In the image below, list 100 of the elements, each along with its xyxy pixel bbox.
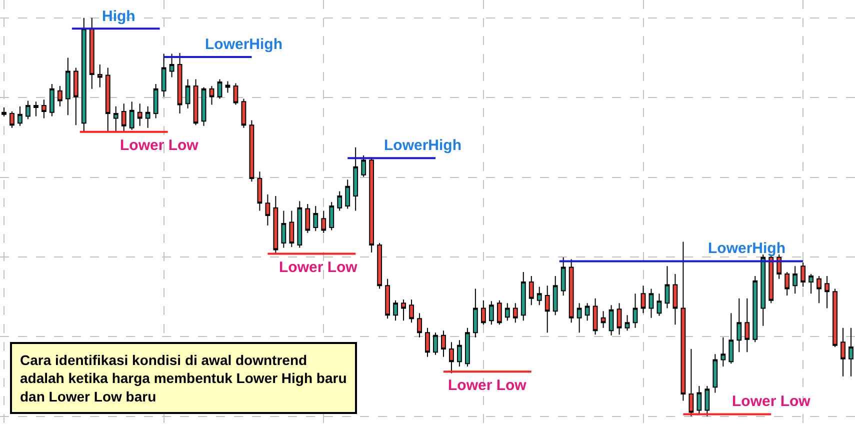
candlestick	[632, 293, 638, 328]
candlestick	[744, 298, 750, 353]
candlestick	[816, 276, 822, 304]
candlestick	[57, 86, 62, 107]
candlestick	[297, 200, 302, 248]
candlestick	[313, 205, 318, 232]
candlestick	[145, 106, 150, 128]
candlestick	[121, 103, 126, 132]
candlestick	[393, 300, 398, 322]
candlestick	[265, 194, 270, 226]
candlestick	[792, 266, 798, 294]
candlestick	[417, 312, 422, 338]
candlestick	[488, 300, 494, 326]
candlestick	[34, 101, 38, 117]
ref-line-label: Lower Low	[732, 393, 811, 410]
candlestick	[728, 312, 734, 364]
candlestick	[401, 299, 406, 322]
candlestick	[536, 286, 542, 306]
candlestick	[113, 106, 118, 132]
annotation: Cara identifikasi kondisi di awal downtrend adalah ketika harga membentuk Lower High baru dan Lower Low baru	[20, 352, 347, 404]
candlestick	[441, 330, 446, 358]
candlestick	[73, 67, 78, 126]
candlestick	[169, 53, 174, 78]
candlestick	[592, 298, 598, 336]
candlestick	[704, 385, 710, 417]
candlestick	[576, 302, 582, 334]
candlestick	[824, 276, 830, 309]
candlestick	[480, 300, 486, 326]
candlestick	[129, 101, 134, 130]
candlestick	[345, 179, 350, 210]
candlestick	[201, 86, 206, 126]
candlestick	[185, 78, 190, 109]
candlestick	[409, 299, 414, 324]
candlestick	[720, 336, 726, 367]
ref-line-label: High	[102, 8, 136, 25]
candlestick	[664, 266, 670, 309]
candlestick	[528, 276, 534, 306]
candlestick	[137, 103, 142, 126]
ref-line-label: LowerHigh	[205, 36, 282, 53]
candlestick	[504, 302, 510, 322]
candlestick	[89, 17, 94, 90]
candlestick	[425, 327, 430, 358]
candlestick	[10, 111, 14, 128]
candlestick	[624, 314, 630, 332]
candlestick	[321, 210, 326, 234]
candlestick	[241, 98, 246, 128]
candlestick	[281, 210, 286, 248]
candlestick	[656, 293, 662, 316]
candlestick	[840, 327, 846, 377]
candlestick	[520, 272, 526, 322]
candlestick	[49, 84, 54, 117]
candlestick	[600, 310, 606, 328]
candlestick	[385, 278, 390, 320]
candlestick	[784, 272, 790, 296]
candlestick	[153, 84, 158, 119]
candlestick	[648, 288, 654, 318]
candlestick	[377, 242, 382, 290]
candlestick	[329, 201, 334, 231]
candlestick	[26, 100, 30, 120]
candlestick	[568, 258, 574, 324]
candlestick	[616, 302, 622, 336]
candlestick	[2, 107, 6, 117]
candlestick	[273, 195, 278, 256]
candlestick	[193, 78, 198, 126]
candlestick	[552, 276, 558, 316]
candlestick	[65, 57, 70, 116]
ref-line-label: LowerHigh	[708, 240, 786, 257]
candlestick	[800, 262, 806, 288]
candlestick	[696, 385, 702, 414]
candlestick	[217, 78, 222, 100]
candlestick	[18, 106, 22, 126]
candlestick	[688, 348, 694, 417]
candlestick	[472, 288, 478, 338]
candlestick	[369, 156, 374, 254]
ref-line-label: LowerHigh	[384, 137, 462, 154]
ref-line-label: Lower Low	[448, 377, 527, 394]
candlestick	[177, 52, 182, 114]
candlestick	[449, 342, 454, 374]
candlestick	[41, 99, 46, 119]
candlestick	[249, 120, 254, 182]
candlestick	[81, 17, 86, 132]
candlestick	[752, 276, 758, 343]
candlestick	[161, 53, 166, 98]
candlestick	[289, 210, 294, 248]
candlestick	[225, 80, 230, 94]
candlestick	[584, 302, 590, 322]
candlestick	[640, 285, 646, 314]
candlestick	[712, 354, 718, 394]
candlestick	[496, 300, 502, 326]
candlestick	[832, 288, 838, 348]
candlestick	[736, 298, 742, 353]
ref-line-label: Lower Low	[120, 137, 199, 154]
candlestick	[433, 332, 438, 356]
candlestick	[680, 241, 686, 402]
candlestick	[808, 274, 814, 294]
ref-line-label: Lower Low	[279, 259, 358, 276]
candlestick	[361, 154, 366, 178]
candlestick	[512, 302, 518, 324]
candlestick	[608, 304, 614, 336]
candlestick	[337, 190, 342, 212]
